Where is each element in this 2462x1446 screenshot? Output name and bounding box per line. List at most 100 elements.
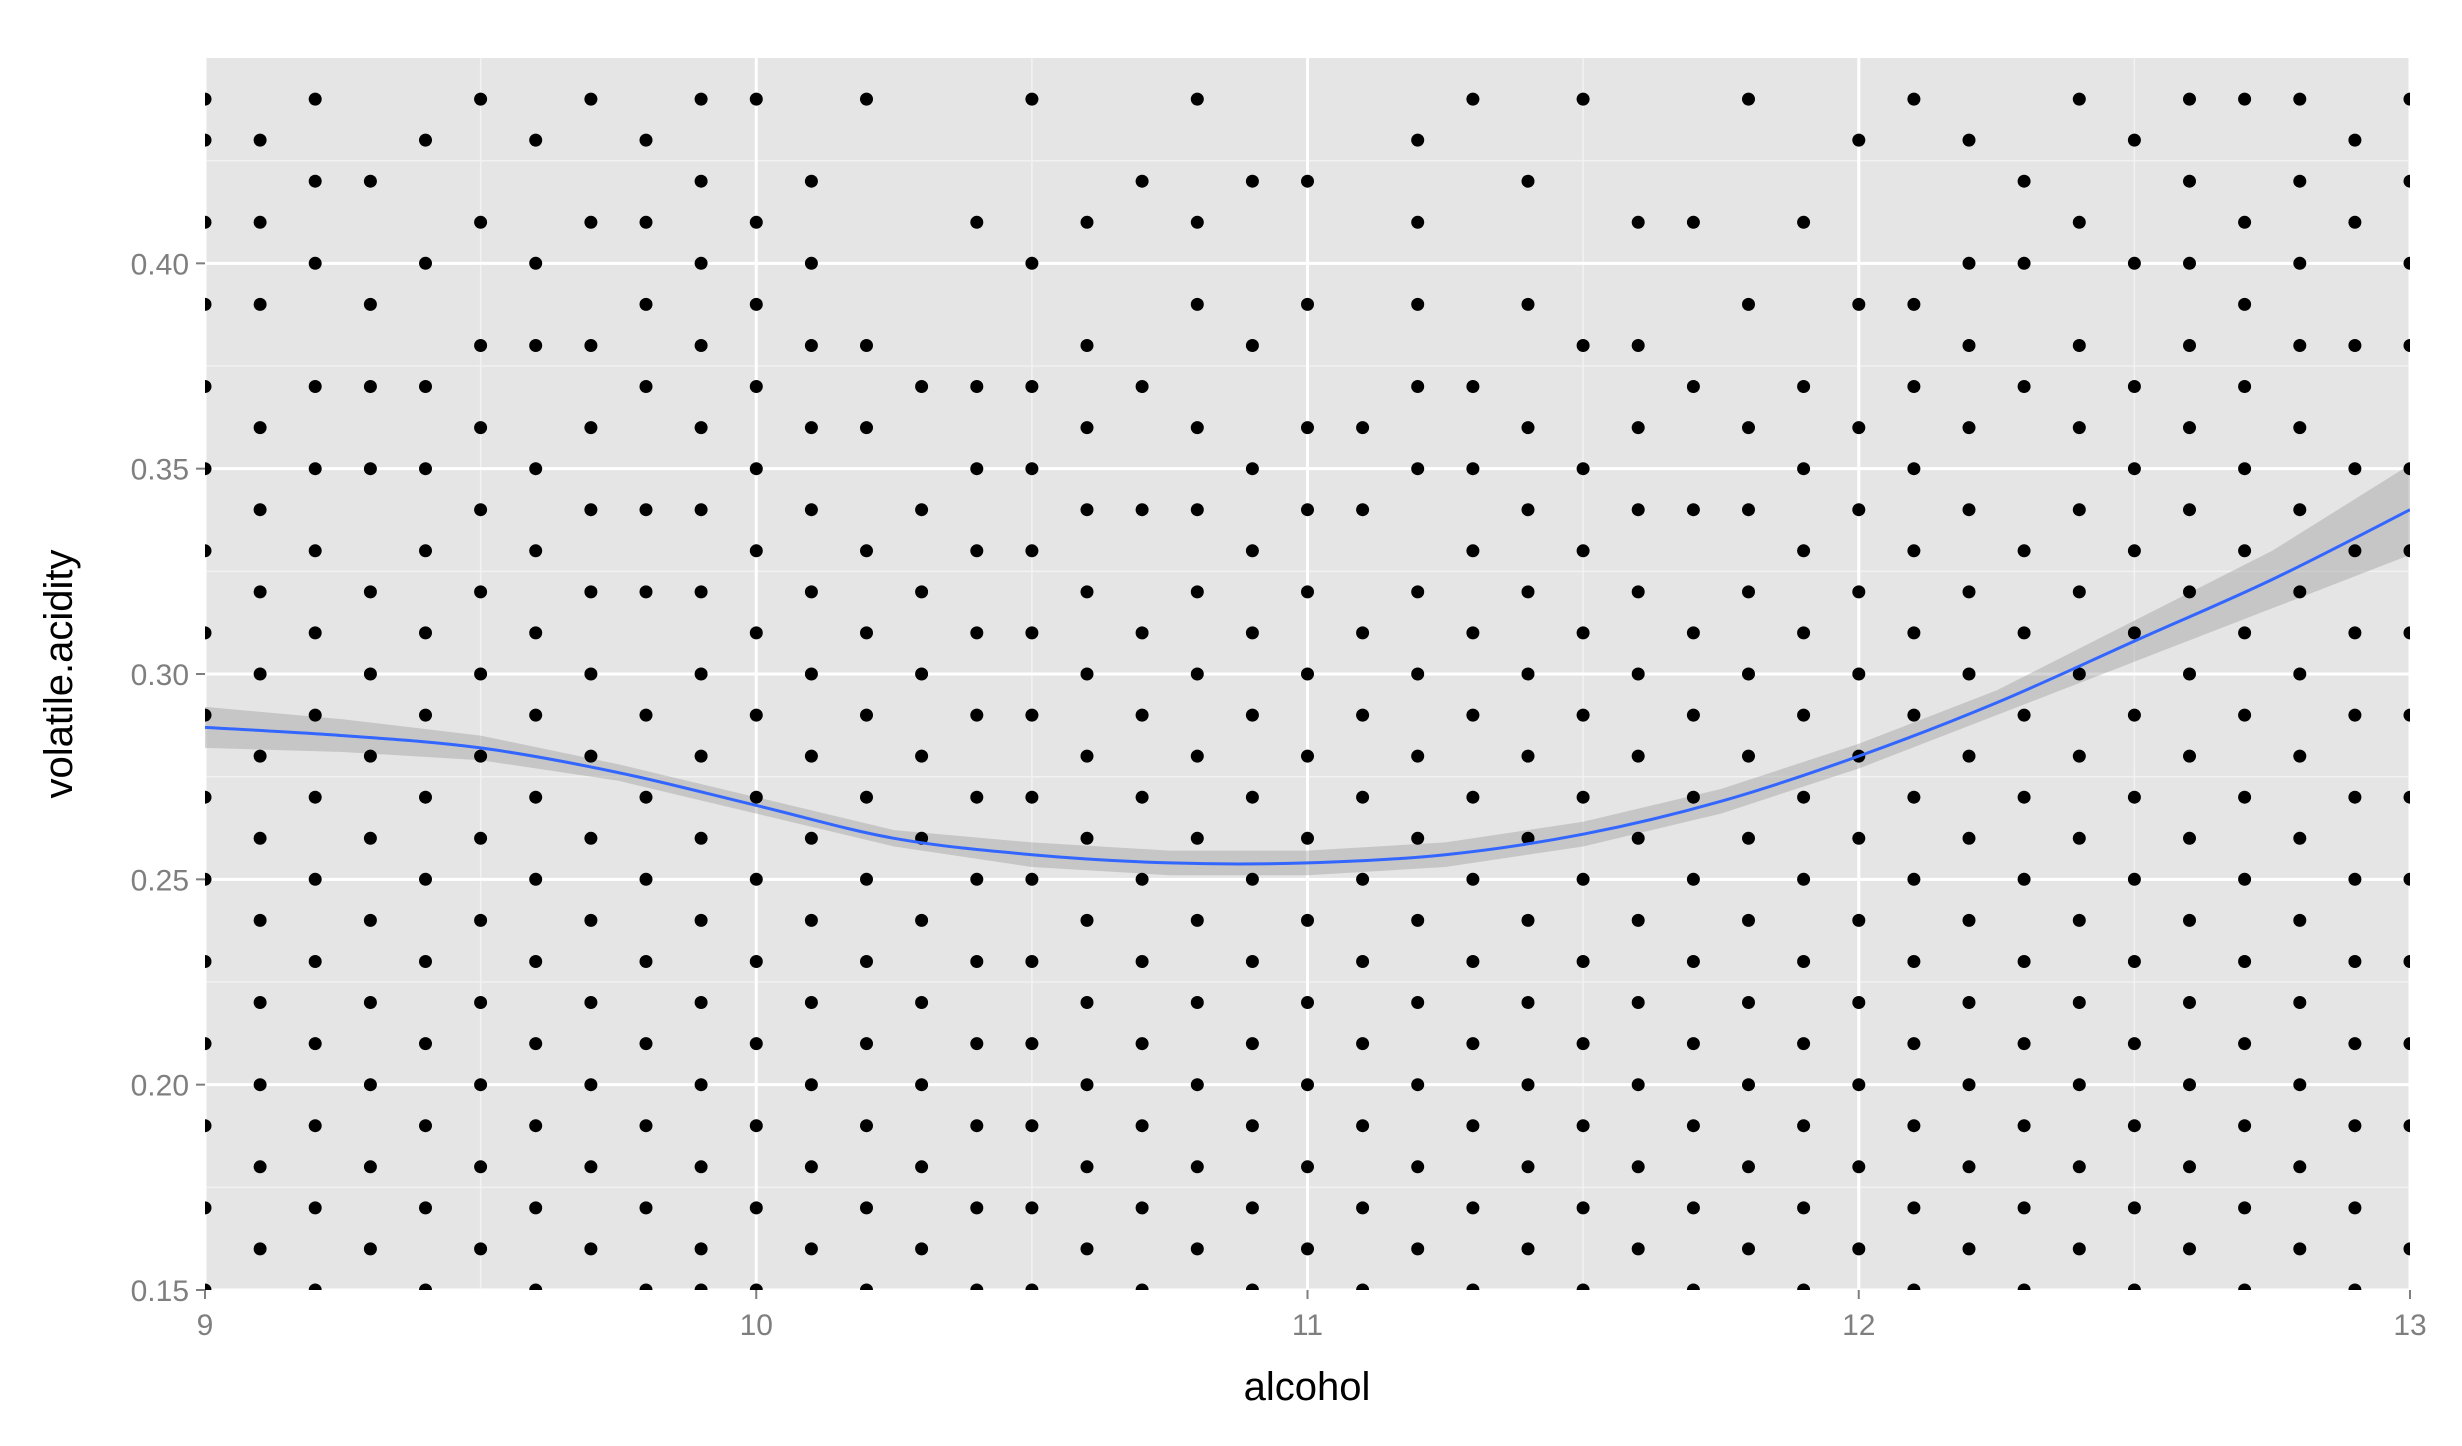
data-point — [2238, 872, 2252, 886]
data-point — [2238, 708, 2252, 722]
data-point — [639, 1201, 653, 1215]
data-point — [970, 955, 984, 968]
data-point — [1742, 996, 1755, 1009]
data-point — [1301, 1078, 1314, 1092]
data-point — [915, 1242, 929, 1256]
data-point — [529, 1037, 543, 1051]
data-point — [804, 503, 818, 517]
data-point — [363, 585, 377, 599]
data-point — [1521, 503, 1535, 517]
data-point — [749, 297, 763, 311]
data-point — [363, 462, 377, 476]
data-point — [915, 667, 929, 681]
data-point — [2348, 1201, 2362, 1215]
data-point — [2238, 544, 2252, 558]
data-point — [1245, 708, 1259, 722]
data-point — [1962, 831, 1976, 845]
data-point — [205, 544, 212, 558]
data-point — [529, 790, 543, 804]
data-point — [970, 872, 984, 886]
data-point — [584, 831, 598, 845]
data-point — [970, 1201, 984, 1215]
data-point — [804, 339, 818, 352]
data-point — [694, 1283, 708, 1290]
data-point — [1742, 913, 1755, 927]
data-point — [2017, 1201, 2031, 1215]
data-point — [694, 1160, 708, 1174]
data-point — [1025, 1119, 1039, 1133]
data-point — [1190, 831, 1204, 845]
data-point — [363, 174, 377, 188]
data-point — [2348, 1037, 2362, 1051]
data-point — [1631, 667, 1645, 681]
y-tick-label: 0.30 — [131, 659, 189, 692]
data-point — [1301, 913, 1314, 927]
data-point — [2183, 1078, 2196, 1092]
data-point — [2238, 1283, 2252, 1290]
data-point — [970, 708, 984, 722]
data-point — [1411, 1160, 1425, 1174]
data-point — [2017, 1119, 2031, 1133]
data-point — [419, 256, 432, 270]
data-point — [1742, 503, 1755, 517]
data-point — [1797, 544, 1811, 558]
data-point — [2348, 133, 2362, 147]
data-point — [970, 380, 984, 393]
data-point — [970, 544, 984, 558]
points-layer — [205, 92, 2410, 1290]
data-point — [2072, 1078, 2086, 1092]
data-point — [2127, 955, 2141, 968]
data-point — [584, 215, 598, 229]
data-point — [1190, 503, 1204, 517]
data-point — [694, 667, 708, 681]
data-point — [2403, 256, 2410, 270]
data-point — [1962, 667, 1976, 681]
data-point — [804, 585, 818, 599]
data-point — [1411, 585, 1425, 599]
data-point — [529, 872, 543, 886]
data-point — [205, 790, 212, 804]
data-point — [2072, 667, 2086, 681]
data-point — [749, 626, 763, 640]
data-point — [1797, 708, 1811, 722]
data-point — [2238, 1119, 2252, 1133]
data-point — [1025, 544, 1039, 558]
data-point — [474, 585, 488, 599]
data-point — [2127, 133, 2141, 147]
data-point — [308, 256, 322, 270]
data-point — [1852, 831, 1866, 845]
data-point — [1135, 174, 1149, 188]
data-point — [474, 215, 488, 229]
data-point — [1576, 1283, 1590, 1290]
data-point — [639, 215, 653, 229]
data-point — [1797, 462, 1811, 476]
data-point — [1301, 174, 1314, 188]
data-point — [1466, 1119, 1480, 1133]
data-point — [1301, 667, 1314, 681]
data-point — [363, 996, 377, 1009]
smooth-line-layer — [205, 508, 2410, 866]
data-point — [2293, 831, 2307, 845]
data-point — [1686, 872, 1700, 886]
data-point — [1576, 1119, 1590, 1133]
data-point — [419, 1201, 432, 1215]
data-point — [1245, 872, 1259, 886]
data-point — [2348, 955, 2362, 968]
data-point — [2127, 872, 2141, 886]
data-point — [1576, 955, 1590, 968]
data-point — [1797, 215, 1811, 229]
data-point — [1356, 1201, 1370, 1215]
data-point — [1962, 913, 1976, 927]
data-point — [1411, 1078, 1425, 1092]
data-point — [2293, 174, 2307, 188]
data-point — [1356, 1037, 1370, 1051]
data-point — [253, 1078, 267, 1092]
data-point — [1245, 1119, 1259, 1133]
data-point — [1356, 872, 1370, 886]
data-point — [749, 92, 763, 106]
y-tick-label: 0.35 — [131, 454, 189, 487]
data-point — [1797, 1119, 1811, 1133]
data-point — [970, 215, 984, 229]
data-point — [419, 133, 432, 147]
data-point — [2293, 92, 2307, 106]
